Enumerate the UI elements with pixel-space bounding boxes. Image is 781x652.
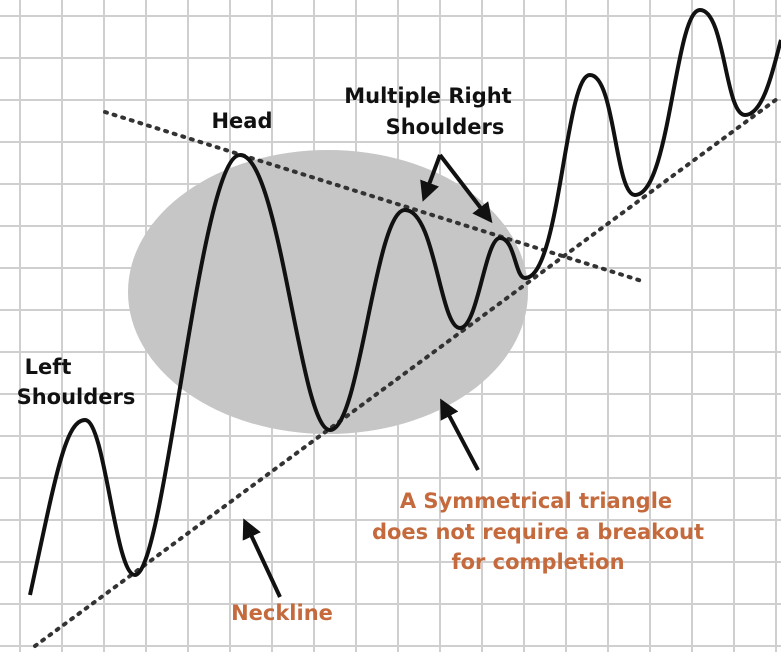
neckline-label: Neckline bbox=[231, 601, 333, 625]
arrows bbox=[242, 153, 493, 598]
upper-trendline bbox=[103, 110, 647, 284]
left-shoulders-label: Shoulders bbox=[17, 385, 136, 409]
head-label: Head bbox=[211, 109, 272, 133]
right-shoulders-label: Multiple Right bbox=[344, 84, 511, 108]
arrow bbox=[440, 398, 480, 471]
triangle-note: A Symmetrical triangle bbox=[400, 489, 672, 513]
triangle-area bbox=[128, 150, 528, 434]
neckline-dotted bbox=[33, 94, 781, 648]
arrow bbox=[420, 154, 442, 202]
left-shoulders-label: Left bbox=[25, 355, 72, 379]
price-line bbox=[28, 7, 781, 596]
triangle-note: does not require a breakout bbox=[372, 520, 704, 544]
arrow bbox=[242, 518, 282, 598]
triangle-note: for completion bbox=[451, 550, 624, 574]
arrow bbox=[438, 153, 493, 224]
right-shoulders-label: Shoulders bbox=[386, 115, 505, 139]
